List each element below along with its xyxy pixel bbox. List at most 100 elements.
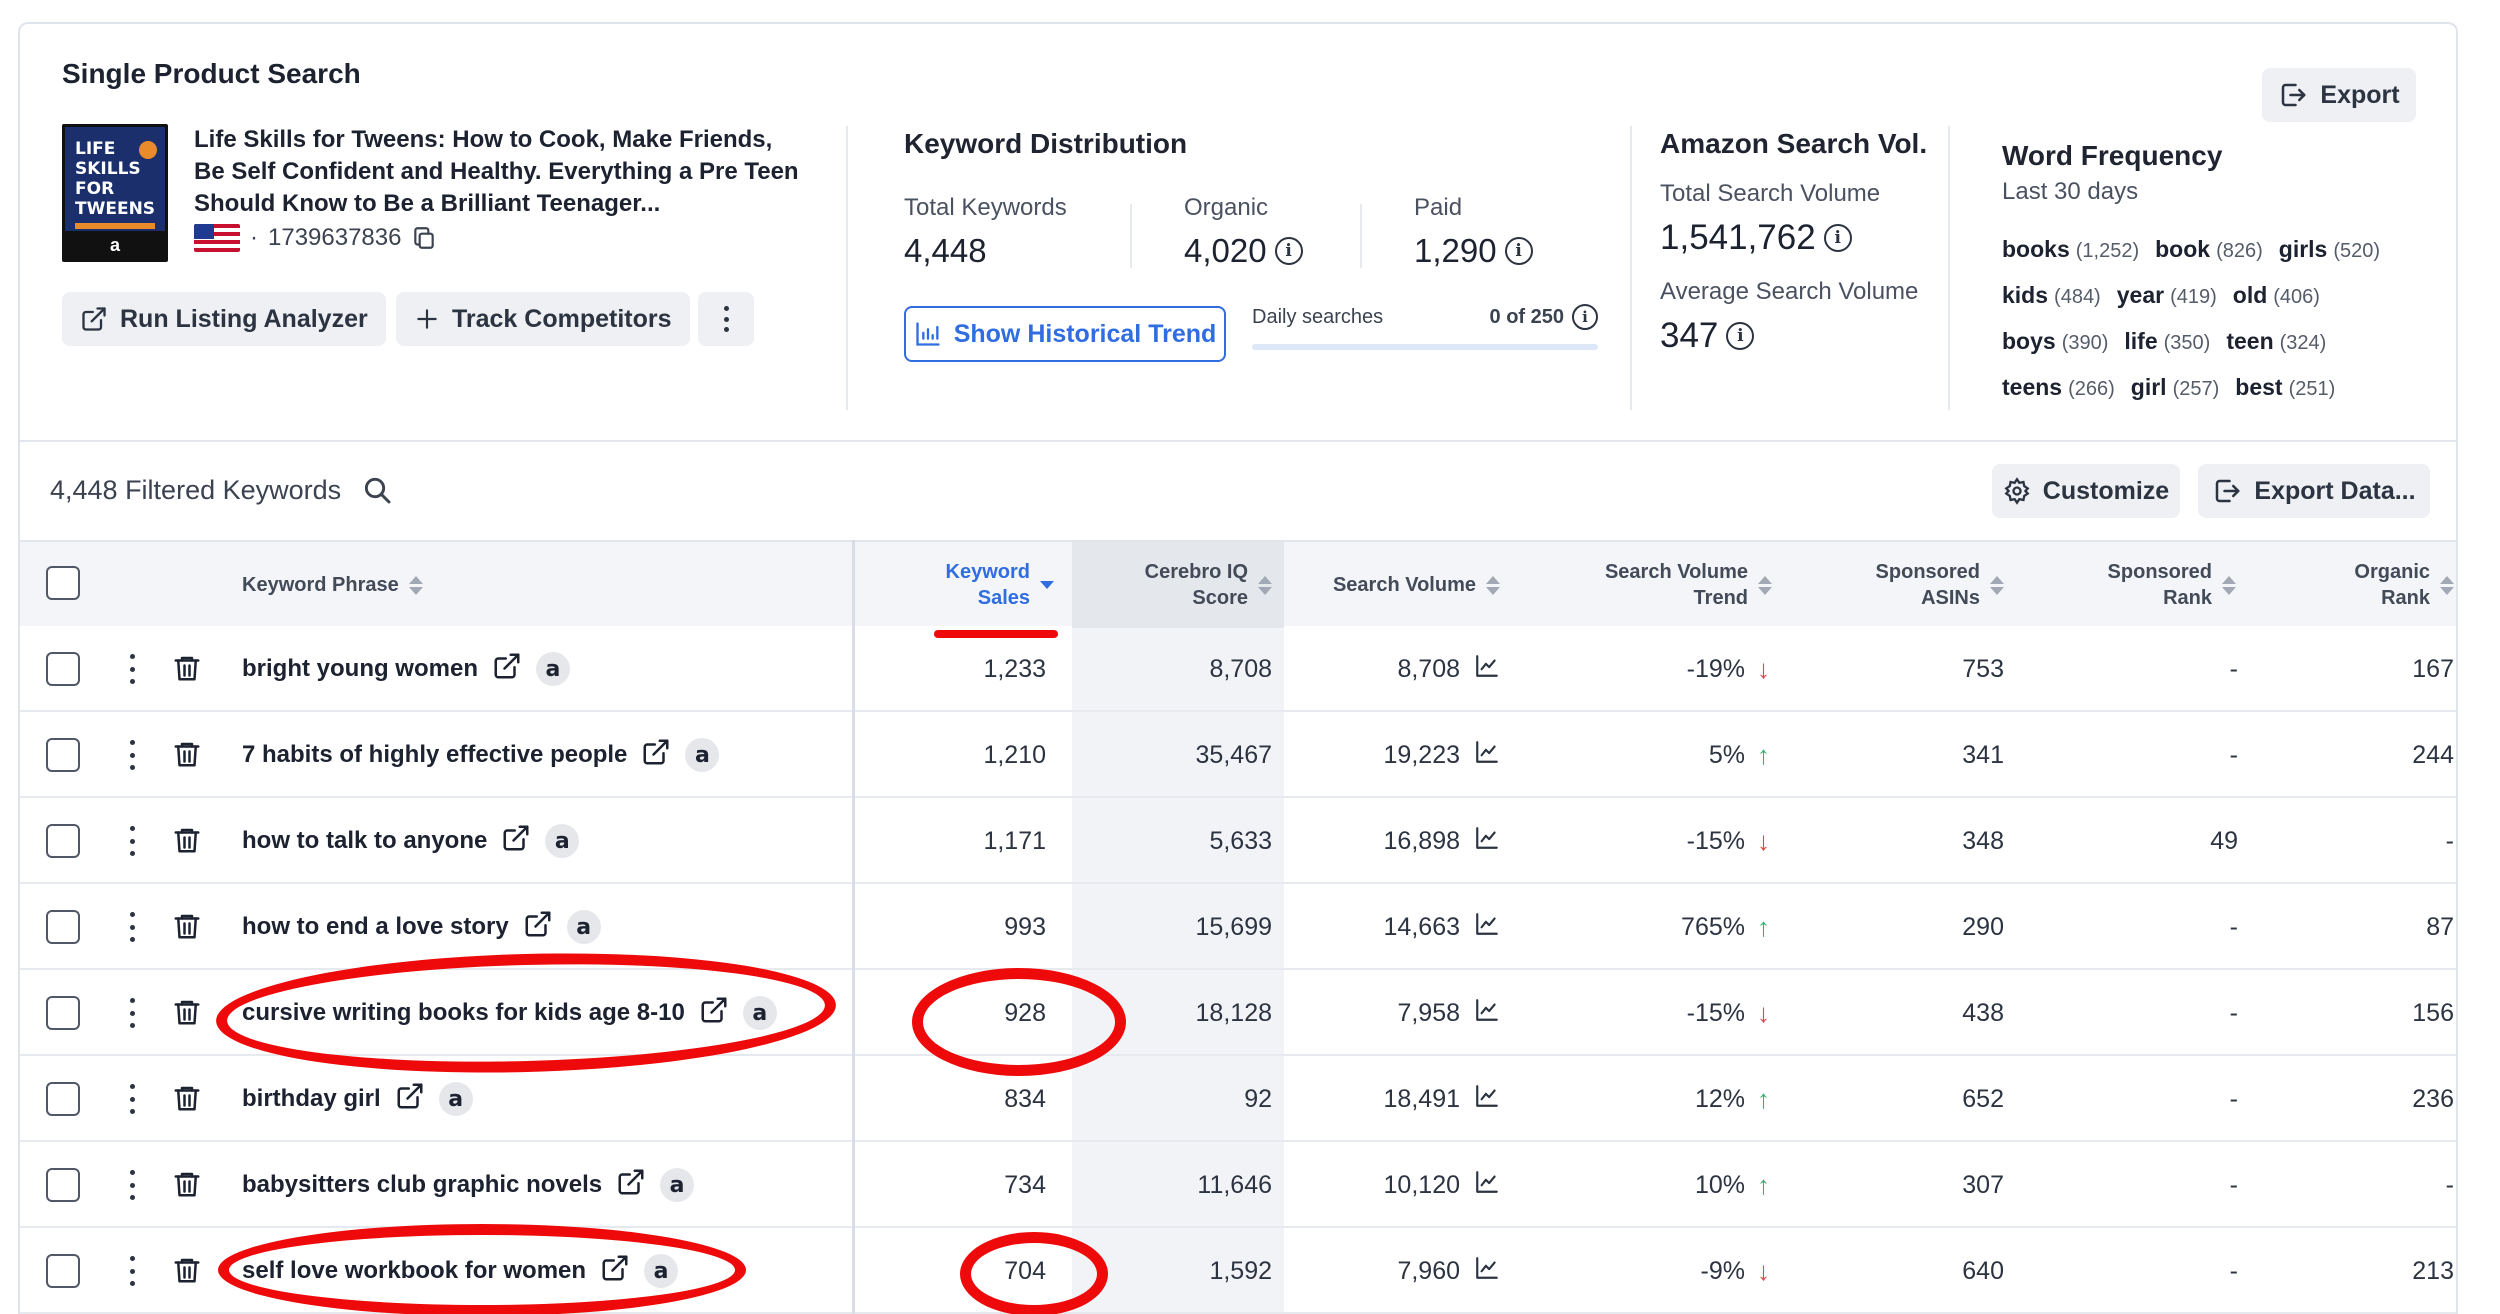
product-title[interactable]: Life Skills for Tweens: How to Cook, Mak… <box>194 126 799 217</box>
line-chart-icon[interactable] <box>1472 911 1502 944</box>
row-checkbox[interactable] <box>46 824 80 858</box>
keyword-phrase[interactable]: cursive writing books for kids age 8-10 <box>242 999 685 1026</box>
line-chart-icon[interactable] <box>1472 997 1502 1030</box>
col-keyword-phrase[interactable]: Keyword Phrase <box>242 542 542 628</box>
row-checkbox[interactable] <box>46 652 80 686</box>
keyword-phrase[interactable]: 7 habits of highly effective people <box>242 741 628 768</box>
col-cerebro-iq-score[interactable]: Cerebro IQ Score <box>1072 542 1284 628</box>
more-vertical-icon[interactable] <box>128 1084 136 1114</box>
select-all-checkbox[interactable] <box>46 566 80 600</box>
keyword-phrase[interactable]: how to end a love story <box>242 913 509 940</box>
trash-icon[interactable] <box>172 738 202 775</box>
svt-header-line2: Trend <box>1693 587 1748 609</box>
line-chart-icon[interactable] <box>1472 653 1502 686</box>
word-frequency-item[interactable]: girl (257) <box>2131 374 2219 401</box>
track-competitors-button[interactable]: Track Competitors <box>396 292 690 346</box>
more-vertical-icon[interactable] <box>128 1256 136 1286</box>
trash-icon[interactable] <box>172 1168 202 1205</box>
product-meta: · 1739637836 <box>194 224 437 252</box>
more-options-button[interactable] <box>698 292 754 346</box>
search-volume-trend-cell: -19% ↓ <box>1508 626 1780 712</box>
keyword-cell: 7 habits of highly effective people a <box>242 712 720 798</box>
row-checkbox[interactable] <box>46 910 80 944</box>
show-historical-trend-button[interactable]: Show Historical Trend <box>904 306 1226 362</box>
external-link-icon[interactable] <box>641 737 671 774</box>
external-link-icon[interactable] <box>492 651 522 688</box>
word-frequency-item[interactable]: boys (390) <box>2002 328 2108 355</box>
word-frequency-item[interactable]: teens (266) <box>2002 374 2115 401</box>
word-frequency-item[interactable]: girls (520) <box>2279 236 2380 263</box>
trash-icon[interactable] <box>172 996 202 1033</box>
external-link-icon[interactable] <box>523 909 553 946</box>
row-checkbox[interactable] <box>46 738 80 772</box>
external-link-icon[interactable] <box>395 1081 425 1118</box>
row-checkbox[interactable] <box>46 1254 80 1288</box>
word-frequency-item[interactable]: kids (484) <box>2002 282 2101 309</box>
word-frequency-item[interactable]: teen (324) <box>2226 328 2326 355</box>
info-icon[interactable]: i <box>1726 322 1755 350</box>
external-link-icon[interactable] <box>616 1167 646 1204</box>
amazon-icon[interactable]: a <box>660 1168 695 1202</box>
more-vertical-icon[interactable] <box>128 654 136 684</box>
word-frequency-item[interactable]: best (251) <box>2235 374 2335 401</box>
copy-icon[interactable] <box>411 225 437 251</box>
keyword-phrase[interactable]: babysitters club graphic novels <box>242 1171 603 1198</box>
amazon-icon[interactable]: a <box>685 738 720 772</box>
line-chart-icon[interactable] <box>1472 825 1502 858</box>
line-chart-icon[interactable] <box>1472 739 1502 772</box>
more-vertical-icon[interactable] <box>128 740 136 770</box>
sort-icon <box>1258 575 1272 595</box>
col-sponsored-rank[interactable]: Sponsored Rank <box>2012 542 2244 628</box>
daily-searches: Daily searches 0 of 250 i <box>1252 304 1598 350</box>
trash-icon[interactable] <box>172 824 202 861</box>
amazon-icon[interactable]: a <box>438 1082 473 1116</box>
keyword-phrase[interactable]: birthday girl <box>242 1085 381 1112</box>
trash-icon[interactable] <box>172 910 202 947</box>
export-data-button[interactable]: Export Data... <box>2198 464 2430 518</box>
row-checkbox[interactable] <box>46 1082 80 1116</box>
amazon-icon[interactable]: a <box>742 996 777 1030</box>
col-search-volume[interactable]: Search Volume <box>1284 542 1508 628</box>
word-frequency-item[interactable]: year (419) <box>2117 282 2217 309</box>
external-link-icon[interactable] <box>699 995 729 1032</box>
product-cover-image[interactable]: LIFE SKILLS FOR TWEENS a <box>62 124 168 262</box>
row-checkbox[interactable] <box>46 996 80 1030</box>
organic-rank-header-line2: Rank <box>2381 587 2430 609</box>
trash-icon[interactable] <box>172 652 202 689</box>
more-vertical-icon[interactable] <box>128 826 136 856</box>
run-listing-analyzer-button[interactable]: Run Listing Analyzer <box>62 292 386 346</box>
info-icon[interactable]: i <box>1572 304 1598 330</box>
info-icon[interactable]: i <box>1274 237 1303 265</box>
trend-value: 12% <box>1694 1084 1745 1113</box>
trash-icon[interactable] <box>172 1082 202 1119</box>
col-search-volume-trend[interactable]: Search Volume Trend <box>1508 542 1780 628</box>
info-icon[interactable]: i <box>1504 237 1533 265</box>
amazon-icon[interactable]: a <box>535 652 570 686</box>
col-organic-rank[interactable]: Organic Rank <box>2244 542 2454 628</box>
line-chart-icon[interactable] <box>1472 1169 1502 1202</box>
info-icon[interactable]: i <box>1823 224 1852 252</box>
customize-button[interactable]: Customize <box>1992 464 2180 518</box>
amazon-icon[interactable]: a <box>566 910 601 944</box>
trash-icon[interactable] <box>172 1254 202 1291</box>
word-frequency-item[interactable]: life (350) <box>2124 328 2210 355</box>
line-chart-icon[interactable] <box>1472 1083 1502 1116</box>
word-frequency-word: old <box>2232 282 2268 308</box>
line-chart-icon[interactable] <box>1472 1255 1502 1288</box>
more-vertical-icon[interactable] <box>128 998 136 1028</box>
export-button[interactable]: Export <box>2262 68 2416 122</box>
more-vertical-icon[interactable] <box>128 1170 136 1200</box>
search-icon[interactable] <box>361 474 393 506</box>
keyword-phrase[interactable]: how to talk to anyone <box>242 827 488 854</box>
word-frequency-item[interactable]: books (1,252) <box>2002 236 2139 263</box>
keyword-phrase[interactable]: bright young women <box>242 655 478 682</box>
row-checkbox[interactable] <box>46 1168 80 1202</box>
col-sponsored-asins[interactable]: Sponsored ASINs <box>1780 542 2012 628</box>
external-link-icon[interactable] <box>501 823 531 860</box>
word-frequency-item[interactable]: book (826) <box>2155 236 2263 263</box>
filtered-keywords: 4,448 Filtered Keywords <box>50 474 393 506</box>
col-keyword-sales[interactable]: Keyword Sales <box>860 542 1066 628</box>
word-frequency-item[interactable]: old (406) <box>2233 282 2320 309</box>
more-vertical-icon[interactable] <box>128 912 136 942</box>
amazon-icon[interactable]: a <box>545 824 580 858</box>
